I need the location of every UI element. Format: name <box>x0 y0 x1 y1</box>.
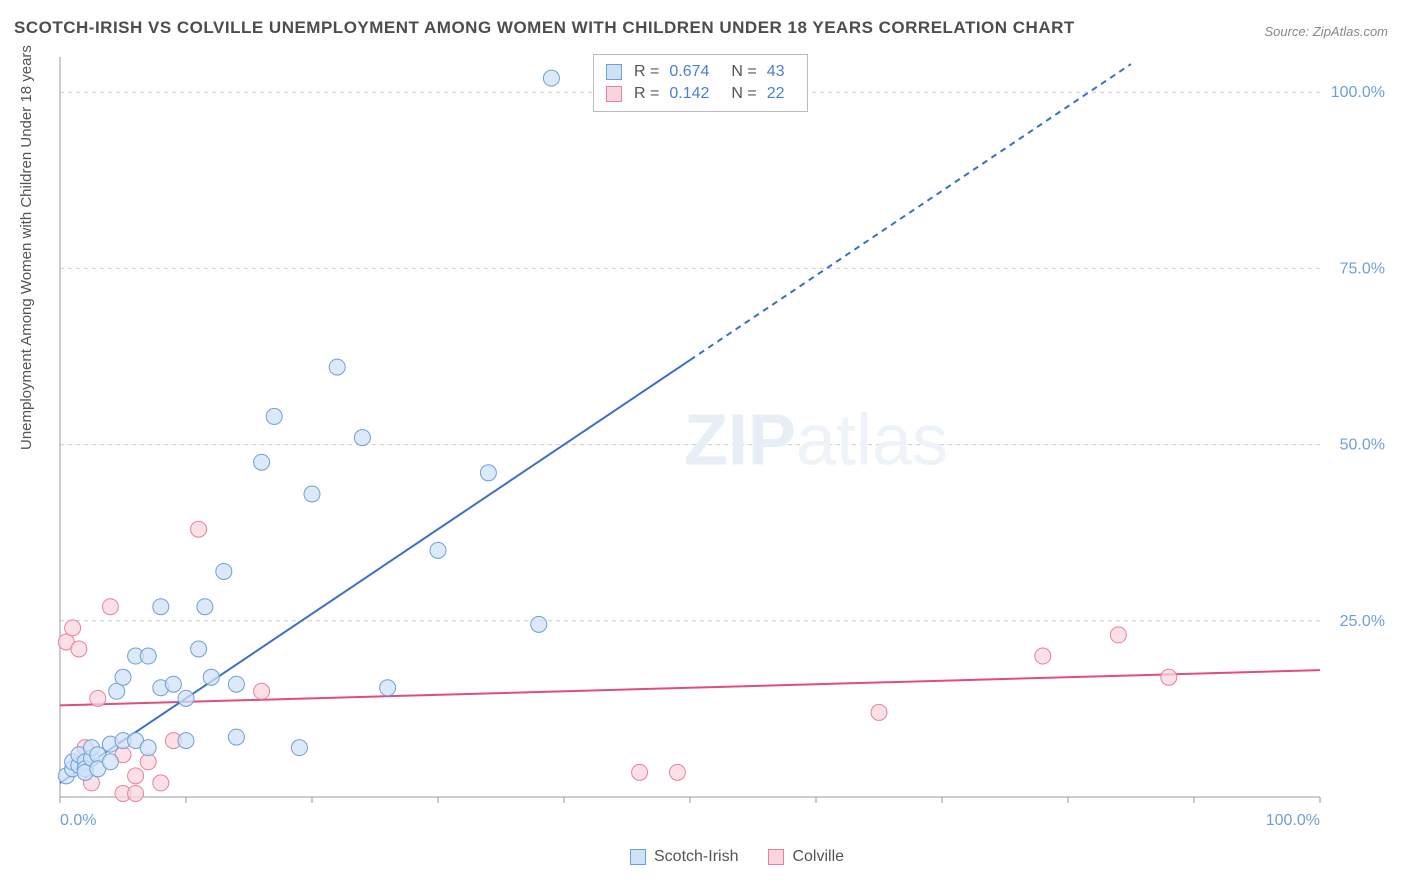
stats-legend: R = 0.674 N = 43 R = 0.142 N = 22 <box>593 54 808 112</box>
legend-item: Colville <box>768 848 844 866</box>
stats-legend-row: R = 0.674 N = 43 <box>606 61 795 83</box>
svg-text:ZIPatlas: ZIPatlas <box>684 401 948 481</box>
n-value: 43 <box>767 61 785 83</box>
r-value: 0.674 <box>669 61 709 83</box>
series-legend: Scotch-Irish Colville <box>630 848 844 866</box>
svg-text:100.0%: 100.0% <box>1266 812 1320 829</box>
svg-text:0.0%: 0.0% <box>60 812 96 829</box>
legend-label: Colville <box>792 848 844 866</box>
legend-label: Scotch-Irish <box>654 848 738 866</box>
legend-swatch <box>606 64 622 80</box>
svg-text:25.0%: 25.0% <box>1340 613 1385 630</box>
r-label: R = <box>634 61 659 83</box>
svg-text:75.0%: 75.0% <box>1340 260 1385 277</box>
svg-text:50.0%: 50.0% <box>1340 437 1385 454</box>
y-axis-label: Unemployment Among Women with Children U… <box>18 45 35 450</box>
r-value: 0.142 <box>669 83 709 105</box>
legend-swatch <box>630 849 646 865</box>
legend-swatch <box>606 86 622 102</box>
r-label: R = <box>634 83 659 105</box>
chart-svg: 25.0% 50.0% 75.0% 100.0% 0.0% 100.0% ZIPatlas <box>55 52 1395 842</box>
chart-title: SCOTCH-IRISH VS COLVILLE UNEMPLOYMENT AM… <box>14 18 1075 38</box>
scatter-plot: 25.0% 50.0% 75.0% 100.0% 0.0% 100.0% ZIPatlas <box>55 52 1395 842</box>
legend-swatch <box>768 849 784 865</box>
n-label: N = <box>731 83 756 105</box>
source-label: Source: ZipAtlas.com <box>1264 24 1388 39</box>
n-value: 22 <box>767 83 785 105</box>
n-label: N = <box>731 61 756 83</box>
stats-legend-row: R = 0.142 N = 22 <box>606 83 795 105</box>
svg-text:100.0%: 100.0% <box>1331 84 1385 101</box>
legend-item: Scotch-Irish <box>630 848 738 866</box>
